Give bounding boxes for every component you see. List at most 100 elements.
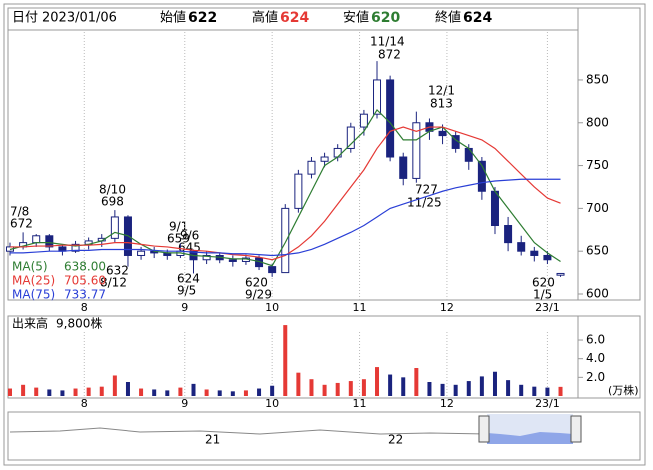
price-panel [7, 7, 641, 301]
x-tick-label: 10 [265, 397, 279, 410]
volume-bar [47, 389, 52, 396]
candle-body [228, 259, 237, 262]
volume-latest: 9,800株 [56, 316, 102, 331]
annotation-date: 12/1 [428, 84, 455, 98]
annotation-price: 872 [378, 48, 401, 62]
y-tick-label: 800 [586, 115, 609, 129]
candle-body [307, 160, 316, 175]
candle-body [110, 216, 119, 239]
volume-bar [178, 387, 183, 396]
open-label: 始値 [160, 10, 186, 26]
volume-bar [506, 380, 511, 396]
x-tick-label: 12 [440, 301, 454, 314]
candle-body [412, 122, 421, 179]
volume-bar [545, 387, 550, 396]
volume-bar [479, 376, 484, 396]
header: 日付 2023/01/06 始値 622 高値 624 安値 620 終値 62… [12, 10, 492, 27]
candle-body [346, 126, 355, 149]
legend-value: 733.77 [64, 288, 106, 302]
annotation-price: 813 [430, 97, 453, 111]
x-tick-label: 11 [353, 301, 367, 314]
candle-body [294, 173, 303, 209]
volume-bar [230, 391, 235, 396]
candle-body [530, 250, 539, 256]
annotation-price: 698 [101, 195, 124, 209]
x-tick-label: 12 [440, 397, 454, 410]
y-tick-label: 850 [586, 72, 609, 86]
candle-body [386, 79, 395, 158]
volume-bar [217, 390, 222, 396]
annotation-price: 727 [415, 183, 438, 197]
volume-bar [34, 387, 39, 396]
annotation-price: 620 [245, 276, 268, 290]
candle-body [438, 130, 447, 137]
candle-body [399, 156, 408, 179]
candle-body [517, 242, 526, 252]
volume-bar [257, 388, 262, 396]
high: 624 [280, 10, 309, 26]
volume-bar [204, 389, 209, 396]
candle-body [556, 272, 565, 276]
volume-bar [309, 379, 314, 396]
navigator-label: 21 [205, 433, 220, 447]
candle-body [320, 156, 329, 162]
volume-bar [125, 382, 130, 396]
volume-bar [348, 381, 353, 396]
annotation-price: 620 [532, 276, 555, 290]
close: 624 [463, 10, 492, 26]
navigator-handle-right[interactable] [570, 415, 582, 443]
annotations: 7/8 672 8/10 698 9/1 659 9/6 645 8/12 63… [10, 35, 555, 302]
x-tick-label: 8 [81, 301, 88, 314]
date: 2023/01/06 [42, 11, 117, 26]
low: 620 [371, 10, 400, 26]
candle-body [490, 190, 499, 227]
volume-bar [427, 382, 432, 396]
annotation-date: 8/12 [100, 276, 127, 290]
navigator-label: 22 [388, 433, 403, 447]
x-tick-label: 9 [181, 301, 188, 314]
candle-body [543, 254, 552, 261]
y-tick-label: 750 [586, 158, 609, 172]
high-label: 高値 [252, 10, 278, 26]
volume-bar [296, 372, 301, 396]
candle-body [281, 207, 290, 274]
annotation-date: 9/5 [177, 284, 196, 298]
navigator-area [487, 432, 573, 444]
y-tick-label: 4.0 [586, 351, 605, 365]
volume-bar [99, 386, 104, 396]
volume-bar [270, 385, 275, 396]
candle-body [333, 147, 342, 158]
annotation-price: 632 [106, 264, 129, 278]
volume-bar [453, 384, 458, 396]
x-tick-label: 23/1 [535, 397, 560, 410]
candle-body [45, 235, 54, 248]
navigator: 21 22 [7, 411, 641, 461]
volume-bar [401, 377, 406, 396]
volume-bar [558, 386, 563, 396]
ma-line [10, 126, 561, 261]
volume-bar [21, 384, 26, 396]
annotation-date: 1/5 [533, 288, 552, 302]
volume-bar [165, 390, 170, 396]
ma-line [10, 178, 561, 257]
navigator-handle-left[interactable] [478, 415, 490, 443]
date-label: 日付 [12, 11, 38, 26]
volume-unit: (万株) [608, 383, 639, 397]
volume-bar [388, 374, 393, 396]
open: 622 [188, 10, 217, 26]
volume-bar [492, 371, 497, 396]
volume-title: 出来高 [12, 316, 48, 331]
candle-body [477, 160, 486, 192]
candle-body [359, 113, 368, 128]
y-tick-label: 2.0 [586, 370, 605, 384]
candle-body [464, 147, 473, 162]
annotation-date: 7/8 [10, 205, 29, 219]
volume-bar [335, 382, 340, 396]
candle-body [373, 79, 382, 115]
x-tick-label: 10 [265, 301, 279, 314]
x-tick-label: 11 [353, 397, 367, 410]
candle-body [71, 243, 80, 252]
y-tick-label: 700 [586, 201, 609, 215]
volume-bar [361, 379, 366, 396]
